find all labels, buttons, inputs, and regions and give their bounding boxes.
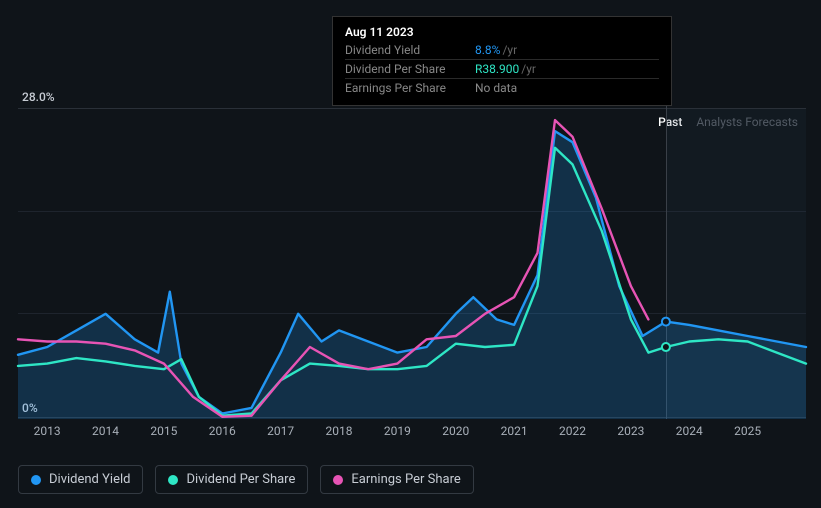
x-tick: 2021 — [501, 424, 528, 438]
series-area — [18, 131, 806, 419]
x-tick: 2022 — [559, 424, 586, 438]
legend-item[interactable]: Dividend Yield — [18, 465, 143, 494]
x-tick: 2020 — [442, 424, 469, 438]
chart-plot-area[interactable]: Past Analysts Forecasts 0% — [18, 108, 806, 418]
x-tick: 2024 — [676, 424, 703, 438]
tooltip-row: Earnings Per ShareNo data — [345, 78, 659, 97]
x-tick: 2025 — [734, 424, 761, 438]
tooltip-row-label: Earnings Per Share — [345, 81, 475, 95]
forecast-start-dot — [662, 318, 670, 326]
x-tick: 2019 — [384, 424, 411, 438]
legend-label: Dividend Yield — [49, 472, 130, 487]
chart-container: 28.0% Past Analysts Forecasts 0% 2013201… — [18, 108, 806, 458]
legend-item[interactable]: Dividend Per Share — [155, 465, 308, 494]
legend-swatch — [31, 475, 41, 485]
x-tick: 2015 — [150, 424, 177, 438]
x-tick: 2017 — [267, 424, 294, 438]
tooltip-row-value: No data — [475, 81, 517, 95]
tooltip-row: Dividend Per ShareR38.900 /yr — [345, 59, 659, 78]
x-tick: 2023 — [617, 424, 644, 438]
tooltip-row-label: Dividend Yield — [345, 43, 475, 57]
tooltip-row-unit: /yr — [521, 62, 536, 76]
tooltip-row-value: R38.900 — [475, 62, 519, 76]
legend-label: Earnings Per Share — [351, 472, 460, 487]
legend-swatch — [168, 475, 178, 485]
x-tick: 2013 — [34, 424, 61, 438]
tooltip-row-label: Dividend Per Share — [345, 62, 475, 76]
tooltip-date: Aug 11 2023 — [345, 25, 659, 39]
x-tick: 2018 — [326, 424, 353, 438]
chart-tooltip: Aug 11 2023 Dividend Yield8.8% /yrDivide… — [332, 16, 672, 106]
tooltip-row-value: 8.8% — [475, 43, 500, 57]
legend-swatch — [333, 475, 343, 485]
legend-label: Dividend Per Share — [186, 472, 295, 487]
tooltip-row: Dividend Yield8.8% /yr — [345, 41, 659, 59]
x-tick: 2014 — [92, 424, 119, 438]
chart-svg — [18, 109, 806, 417]
chart-legend: Dividend Yield Dividend Per Share Earnings… — [18, 465, 474, 494]
y-axis-max-label: 28.0% — [22, 90, 55, 104]
x-axis: 2013 2014 2015 2016 2017 2018 2019 2020 2021 2022… — [18, 424, 806, 444]
tooltip-row-unit: /yr — [502, 43, 517, 57]
x-tick: 2016 — [209, 424, 236, 438]
legend-item[interactable]: Earnings Per Share — [320, 465, 473, 494]
forecast-start-dot — [662, 343, 670, 351]
